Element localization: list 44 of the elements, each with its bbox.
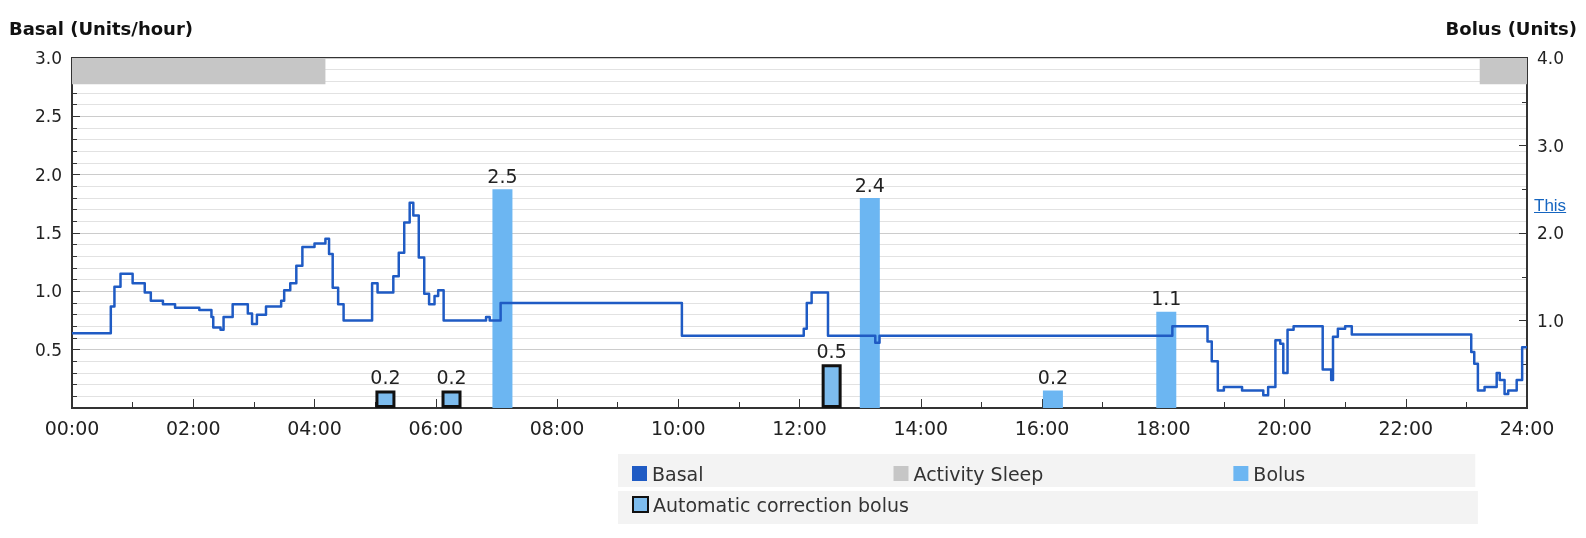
x-tick-label: 22:00 xyxy=(1378,416,1434,439)
text: This xyxy=(1534,196,1567,216)
x-tick-label: 04:00 xyxy=(287,416,342,439)
x-tick-label: 00:00 xyxy=(44,416,100,439)
bar xyxy=(859,198,880,408)
y-tick-label: 2.0 xyxy=(34,164,62,185)
legend-label: Activity Sleep xyxy=(913,462,1044,485)
x-tick-label: 10:00 xyxy=(650,416,706,439)
y2-tick-label: 3.0 xyxy=(1537,135,1565,156)
legend-label: Basal xyxy=(652,462,704,485)
x-tick-label: 08:00 xyxy=(529,416,585,439)
bar xyxy=(375,390,396,408)
legend-label: Bolus xyxy=(1253,462,1306,485)
x-tick-label: 18:00 xyxy=(1135,416,1191,439)
x-tick-label: 12:00 xyxy=(772,416,827,439)
data-label: 0.2 xyxy=(436,366,467,388)
y-tick-label: 0.5 xyxy=(34,339,62,360)
x-tick-label: 16:00 xyxy=(1014,416,1070,439)
data-label: 0.2 xyxy=(1037,366,1069,388)
bar xyxy=(1156,311,1177,408)
bar xyxy=(1042,390,1063,408)
x-tick-label: 20:00 xyxy=(1257,416,1312,439)
bar xyxy=(492,189,513,408)
x-tick-label: 14:00 xyxy=(893,416,949,439)
bar xyxy=(821,364,842,408)
x-tick-label: 24:00 xyxy=(1499,416,1555,439)
x-tick-label: 02:00 xyxy=(165,416,221,439)
y2-tick-label: 4.0 xyxy=(1537,48,1565,68)
data-label: 2.4 xyxy=(854,173,885,196)
y2-tick-label: 2.0 xyxy=(1537,223,1565,243)
data-label: 1.1 xyxy=(1151,287,1182,310)
data-label: 2.5 xyxy=(487,164,518,187)
y2-tick-label: 1.0 xyxy=(1537,310,1565,331)
y-tick-label: 1.5 xyxy=(34,223,62,243)
y2-axis-title: Bolus (Units) xyxy=(1445,17,1578,39)
x-tick-label: 06:00 xyxy=(408,416,464,439)
legend-label: Automatic correction bolus xyxy=(653,493,909,516)
data-label: 0.2 xyxy=(370,366,401,388)
data-label: 0.5 xyxy=(816,339,847,362)
y-axis-title: Basal (Units/hour) xyxy=(9,17,193,39)
y-tick-label: 3.0 xyxy=(34,48,62,68)
y-tick-label: 1.0 xyxy=(34,281,62,302)
bar xyxy=(441,390,462,408)
y-tick-label: 2.5 xyxy=(34,106,62,127)
